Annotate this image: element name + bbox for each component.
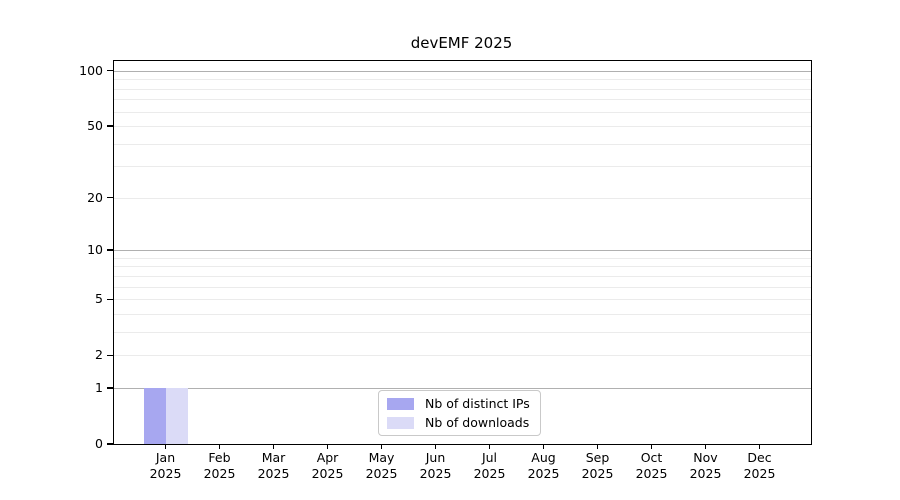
bar-distinct-ips — [143, 387, 166, 444]
plot-area — [113, 60, 812, 445]
minor-gridline — [114, 99, 811, 101]
x-tick-label-month: Apr — [316, 450, 339, 465]
x-tick-label: Aug 2025 — [514, 450, 574, 481]
x-tick-label-month: May — [368, 450, 395, 465]
major-gridline — [114, 387, 811, 389]
x-tick-label: May 2025 — [352, 450, 412, 481]
x-tick-label: Feb 2025 — [190, 450, 250, 481]
y-axis-tick — [107, 387, 113, 389]
minor-gridline — [114, 126, 811, 128]
legend: Nb of distinct IPs Nb of downloads — [378, 390, 541, 436]
minor-gridline — [114, 313, 811, 315]
x-axis-tick — [488, 444, 491, 449]
y-tick-label: 0 — [95, 436, 103, 451]
y-tick-label: 10 — [87, 242, 103, 258]
x-tick-label-year: 2025 — [311, 465, 344, 481]
x-tick-label: Nov 2025 — [676, 450, 736, 481]
x-tick-label: Jul 2025 — [460, 450, 520, 481]
x-axis-tick — [164, 444, 167, 449]
minor-gridline — [114, 299, 811, 301]
minor-gridline — [114, 166, 811, 168]
x-axis-tick — [434, 444, 437, 449]
x-tick-label-year: 2025 — [635, 465, 668, 481]
x-tick-label: Apr 2025 — [298, 450, 358, 481]
legend-label: Nb of downloads — [425, 415, 530, 430]
x-axis-tick — [218, 444, 221, 449]
y-axis-tick — [107, 125, 113, 127]
x-tick-label-year: 2025 — [257, 465, 290, 481]
y-tick-label: 2 — [95, 347, 103, 363]
x-tick-label-month: Jun — [425, 450, 446, 465]
minor-gridline — [114, 266, 811, 268]
x-axis-tick — [758, 444, 761, 449]
minor-gridline — [114, 286, 811, 288]
y-tick-label: 50 — [87, 118, 103, 134]
x-tick-label: Jun 2025 — [406, 450, 466, 481]
x-tick-label-month: Dec — [747, 450, 772, 465]
minor-gridline — [114, 79, 811, 81]
y-tick-label: 20 — [87, 189, 103, 205]
x-tick-label-year: 2025 — [203, 465, 236, 481]
y-axis-tick — [107, 70, 113, 72]
x-tick-label-year: 2025 — [473, 465, 506, 481]
x-axis-tick — [596, 444, 599, 449]
minor-gridline — [114, 355, 811, 357]
x-tick-label-month: Oct — [640, 450, 663, 465]
x-tick-label-year: 2025 — [527, 465, 560, 481]
minor-gridline — [114, 331, 811, 333]
x-tick-label-month: Sep — [585, 450, 610, 465]
x-tick-label-month: Jul — [481, 450, 498, 465]
minor-gridline — [114, 143, 811, 145]
bar-downloads — [165, 387, 188, 444]
x-tick-label: Sep 2025 — [568, 450, 628, 481]
major-gridline — [114, 250, 811, 252]
y-axis-tick — [107, 443, 113, 445]
x-axis-tick — [542, 444, 545, 449]
x-tick-label-year: 2025 — [689, 465, 722, 481]
x-tick-label-month: Jan — [155, 450, 176, 465]
x-tick-label-month: Feb — [208, 450, 231, 465]
minor-gridline — [114, 88, 811, 90]
x-tick-label-month: Mar — [261, 450, 286, 465]
y-axis-tick — [107, 298, 113, 300]
legend-row: Nb of distinct IPs — [387, 396, 530, 411]
x-tick-label: Dec 2025 — [730, 450, 790, 481]
minor-gridline — [114, 111, 811, 113]
x-tick-label-month: Aug — [531, 450, 556, 465]
x-tick-label-year: 2025 — [365, 465, 398, 481]
x-tick-label: Oct 2025 — [622, 450, 682, 481]
x-axis-tick — [704, 444, 707, 449]
x-axis-tick — [650, 444, 653, 449]
y-tick-label: 1 — [95, 379, 103, 395]
minor-gridline — [114, 197, 811, 199]
x-tick-label-year: 2025 — [149, 465, 182, 481]
x-axis-tick — [326, 444, 329, 449]
x-tick-label-year: 2025 — [419, 465, 452, 481]
minor-gridline — [114, 275, 811, 277]
y-axis-tick — [107, 249, 113, 251]
y-axis-tick — [107, 197, 113, 199]
x-tick-label-month: Nov — [693, 450, 718, 465]
legend-label: Nb of distinct IPs — [425, 396, 530, 411]
minor-gridline — [114, 257, 811, 259]
x-axis-tick — [272, 444, 275, 449]
x-tick-label: Mar 2025 — [244, 450, 304, 481]
x-axis-tick — [380, 444, 383, 449]
y-tick-label: 5 — [95, 291, 103, 307]
y-axis-tick — [107, 354, 113, 356]
major-gridline — [114, 70, 811, 72]
y-tick-label: 100 — [79, 62, 103, 78]
x-tick-label-year: 2025 — [743, 465, 776, 481]
legend-swatch-icon — [387, 397, 414, 410]
chart-title: devEMF 2025 — [410, 34, 513, 52]
x-tick-label: Jan 2025 — [136, 450, 196, 481]
legend-swatch-icon — [387, 416, 414, 429]
legend-row: Nb of downloads — [387, 415, 530, 430]
x-tick-label-year: 2025 — [581, 465, 614, 481]
